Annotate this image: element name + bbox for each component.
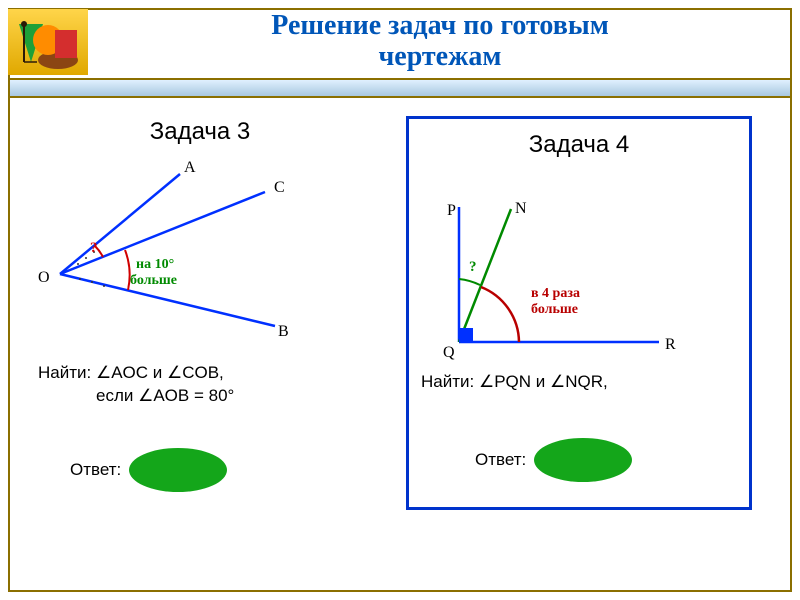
p3-annot-line1: на 10° (136, 257, 174, 272)
problem-3-answer-row: Ответ: (70, 448, 380, 492)
p3-find-line2: если ∠AOB = 80° (96, 386, 234, 405)
p3-annot-line2: больше (130, 273, 177, 288)
problem-3-column: Задача 3 A C B O ? на 10° бол (10, 96, 390, 590)
content-area: Задача 3 A C B O ? на 10° бол (10, 96, 790, 590)
label-O: O (38, 269, 50, 286)
divider-bar (10, 78, 790, 98)
label-P: P (447, 202, 456, 219)
header-bar: Решение задач по готовым чертежам (8, 8, 792, 76)
p3-question-mark: ? (90, 240, 98, 256)
page-title: Решение задач по готовым чертежам (88, 11, 792, 73)
title-line1: Решение задач по готовым (271, 10, 609, 41)
p4-annot-line2: больше (531, 302, 578, 317)
p4-question-mark: ? (469, 259, 477, 275)
problem-4-answer-row: Ответ: (475, 438, 739, 482)
problem-4-box: Задача 4 P N Q R ? в 4 раза больше (406, 116, 752, 510)
label-N: N (515, 200, 527, 217)
p3-answer-label: Ответ: (70, 460, 121, 480)
problem-3-find: Найти: ∠AOC и ∠COB, если ∠AOB = 80° (38, 362, 380, 408)
problem-3-title: Задача 3 (20, 118, 380, 146)
problem-4-find: Найти: ∠PQN и ∠NQR, (421, 371, 739, 394)
p4-find-line: Найти: ∠PQN и ∠NQR, (421, 372, 608, 391)
p4-answer-blob (534, 438, 632, 482)
p3-answer-blob (129, 448, 227, 492)
label-A: A (184, 159, 196, 176)
label-Q: Q (443, 344, 455, 361)
label-C: C (274, 179, 285, 196)
problem-3-diagram: A C B O ? на 10° больше (20, 154, 380, 354)
problem-4-diagram: P N Q R ? в 4 раза больше (419, 167, 739, 377)
label-B: B (278, 323, 289, 340)
p4-answer-label: Ответ: (475, 450, 526, 470)
label-R: R (665, 336, 676, 353)
problem-4-title: Задача 4 (419, 131, 739, 159)
problem-4-column: Задача 4 P N Q R ? в 4 раза больше (390, 96, 790, 590)
title-line2: чертежам (379, 41, 502, 72)
p3-find-line1: Найти: ∠AOC и ∠COB, (38, 363, 224, 382)
p4-annot-line1: в 4 раза (531, 286, 580, 301)
logo-shapes-icon (8, 9, 88, 75)
